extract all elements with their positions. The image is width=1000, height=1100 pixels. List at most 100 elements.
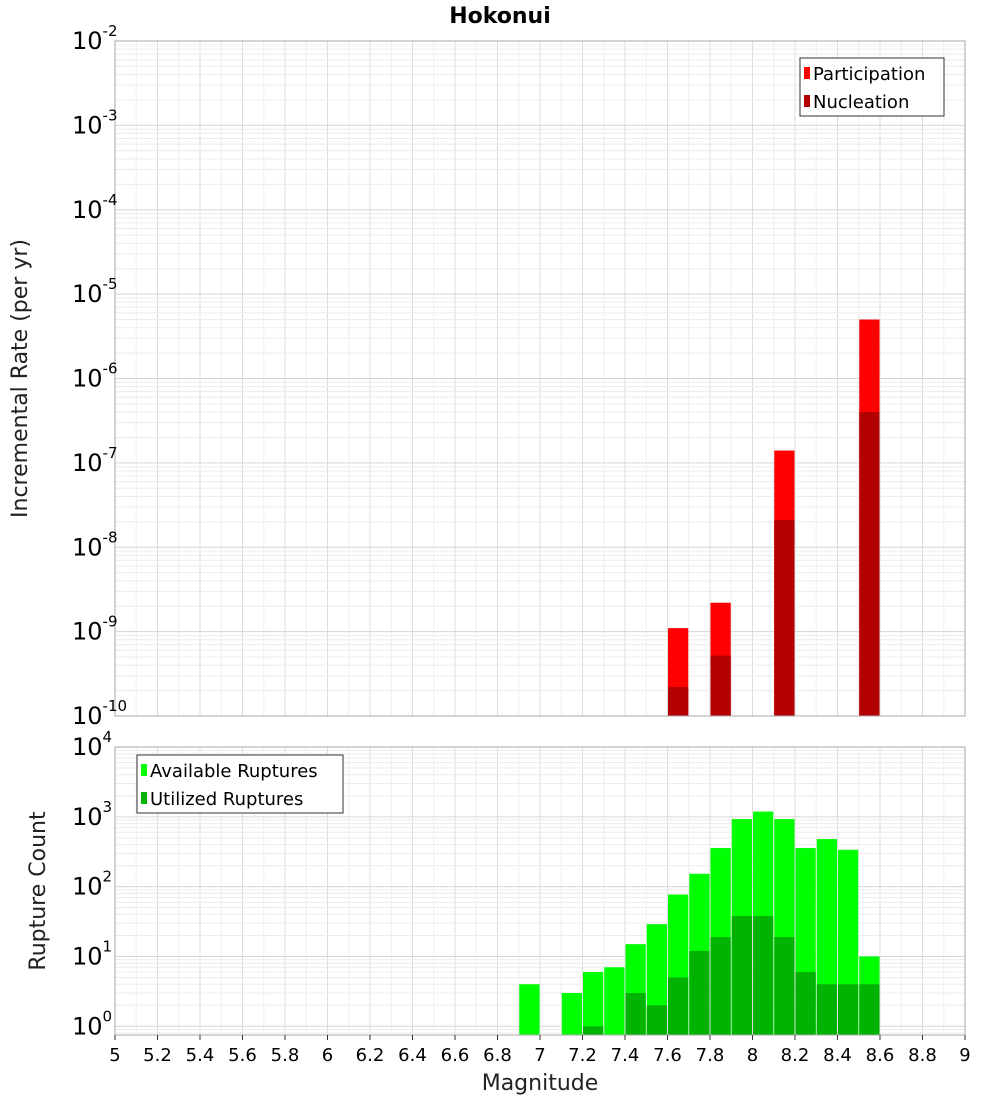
legend-entry: Participation bbox=[813, 64, 925, 85]
bar-nucleation bbox=[668, 687, 689, 716]
bar-available-ruptures bbox=[604, 967, 625, 1035]
y-tick-exponent: 3 bbox=[103, 798, 113, 816]
x-tick-label: 8.4 bbox=[823, 1045, 852, 1066]
y-tick-label: 10-10 bbox=[72, 697, 127, 730]
legend-swatch bbox=[804, 95, 810, 107]
x-tick-label: 7.2 bbox=[568, 1045, 597, 1066]
bar-utilized-ruptures bbox=[859, 984, 880, 1035]
y-tick-label: 10-7 bbox=[72, 444, 118, 477]
y-tick-exponent: 2 bbox=[103, 868, 113, 886]
x-tick-label: 6.4 bbox=[398, 1045, 427, 1066]
y-tick-label: 10-4 bbox=[72, 191, 118, 224]
bar-utilized-ruptures bbox=[795, 971, 816, 1035]
bar-available-ruptures bbox=[561, 992, 582, 1035]
chart-title: Hokonui bbox=[449, 4, 551, 29]
y-tick-label: 103 bbox=[72, 798, 112, 831]
x-tick-label: 5.4 bbox=[186, 1045, 215, 1066]
legend-entry: Utilized Ruptures bbox=[150, 789, 303, 810]
bars bbox=[668, 319, 880, 716]
x-tick-label: 6.2 bbox=[356, 1045, 385, 1066]
legend: Available Ruptures Utilized Ruptures bbox=[136, 754, 344, 814]
y-tick-label: 10-2 bbox=[72, 22, 118, 55]
y-tick-exponent: -8 bbox=[103, 528, 118, 546]
y-tick-label: 10-3 bbox=[72, 106, 118, 139]
y-tick-label: 10-8 bbox=[72, 528, 118, 561]
x-tick-label: 5.8 bbox=[271, 1045, 300, 1066]
y-tick-base: 10 bbox=[72, 803, 103, 831]
y-tick-exponent: -5 bbox=[103, 275, 118, 293]
y-tick-exponent: -2 bbox=[103, 22, 118, 40]
bar-utilized-ruptures bbox=[838, 984, 859, 1035]
bar-utilized-ruptures bbox=[774, 936, 795, 1035]
y-tick-label: 104 bbox=[72, 728, 112, 761]
y-tick-base: 10 bbox=[72, 280, 103, 308]
y-tick-exponent: -4 bbox=[103, 191, 118, 209]
x-tick-label: 7.4 bbox=[611, 1045, 640, 1066]
y-tick-label: 10-9 bbox=[72, 613, 118, 646]
y-tick-exponent: -10 bbox=[103, 697, 128, 715]
legend-swatch bbox=[141, 764, 147, 776]
y-axis-label: Rupture Count bbox=[26, 811, 51, 971]
y-tick-base: 10 bbox=[72, 873, 103, 901]
bar-utilized-ruptures bbox=[625, 992, 646, 1035]
y-tick-exponent: 4 bbox=[103, 728, 113, 746]
x-tick-label: 5.2 bbox=[143, 1045, 172, 1066]
y-tick-base: 10 bbox=[72, 111, 103, 139]
x-tick-label: 8.2 bbox=[781, 1045, 810, 1066]
y-tick-exponent: -3 bbox=[103, 106, 118, 124]
bar-available-ruptures bbox=[519, 984, 540, 1035]
grid bbox=[114, 40, 966, 717]
x-tick-label: 8 bbox=[747, 1045, 758, 1066]
bar-utilized-ruptures bbox=[731, 915, 752, 1035]
rate-plot: 10-1010-910-810-710-610-510-410-310-2Inc… bbox=[8, 22, 966, 730]
x-axis-label: Magnitude bbox=[482, 1071, 599, 1096]
legend-box bbox=[136, 754, 344, 814]
x-tick-label: 6.8 bbox=[483, 1045, 512, 1066]
y-tick-label: 100 bbox=[72, 1007, 112, 1040]
y-tick-base: 10 bbox=[72, 733, 103, 761]
x-tick-label: 9 bbox=[959, 1045, 970, 1066]
bars bbox=[519, 811, 880, 1035]
bar-nucleation bbox=[710, 655, 731, 716]
y-tick-base: 10 bbox=[72, 196, 103, 224]
bar-utilized-ruptures bbox=[646, 1005, 667, 1035]
bar-utilized-ruptures bbox=[583, 1026, 604, 1035]
y-tick-base: 10 bbox=[72, 27, 103, 55]
y-tick-base: 10 bbox=[72, 365, 103, 393]
legend-entry: Available Ruptures bbox=[150, 761, 318, 782]
y-tick-label: 102 bbox=[72, 868, 112, 901]
x-axis-ticks: 5 5.2 5.4 5.6 5.8 6 6.2 6.4 6.6 6.8 7 7.2 7.4 7.6 7.8 8… bbox=[109, 1035, 971, 1066]
y-tick-base: 10 bbox=[72, 702, 103, 730]
x-tick-label: 8.6 bbox=[866, 1045, 895, 1066]
legend: Participation Nucleation bbox=[799, 57, 945, 117]
y-tick-label: 10-5 bbox=[72, 275, 118, 308]
legend-box bbox=[799, 57, 945, 117]
y-tick-exponent: 0 bbox=[103, 1007, 113, 1025]
y-tick-exponent: 1 bbox=[103, 937, 113, 955]
bar-utilized-ruptures bbox=[816, 984, 837, 1035]
bar-utilized-ruptures bbox=[668, 977, 689, 1035]
y-axis-label: Incremental Rate (per yr) bbox=[8, 239, 33, 518]
x-tick-label: 6 bbox=[322, 1045, 333, 1066]
bar-utilized-ruptures bbox=[753, 915, 774, 1035]
bar-nucleation bbox=[859, 412, 880, 716]
plot-border bbox=[114, 40, 966, 717]
y-tick-label: 101 bbox=[72, 937, 112, 970]
x-tick-label: 8.8 bbox=[908, 1045, 937, 1066]
y-tick-label: 10-6 bbox=[72, 360, 118, 393]
y-tick-exponent: -7 bbox=[103, 444, 118, 462]
y-tick-base: 10 bbox=[72, 942, 103, 970]
bar-utilized-ruptures bbox=[710, 936, 731, 1035]
legend-entry: Nucleation bbox=[813, 92, 909, 113]
bar-utilized-ruptures bbox=[689, 950, 710, 1035]
legend-swatch bbox=[804, 67, 810, 79]
x-tick-label: 6.6 bbox=[441, 1045, 470, 1066]
x-tick-label: 5.6 bbox=[228, 1045, 257, 1066]
y-tick-base: 10 bbox=[72, 533, 103, 561]
bar-available-ruptures bbox=[583, 971, 604, 1035]
